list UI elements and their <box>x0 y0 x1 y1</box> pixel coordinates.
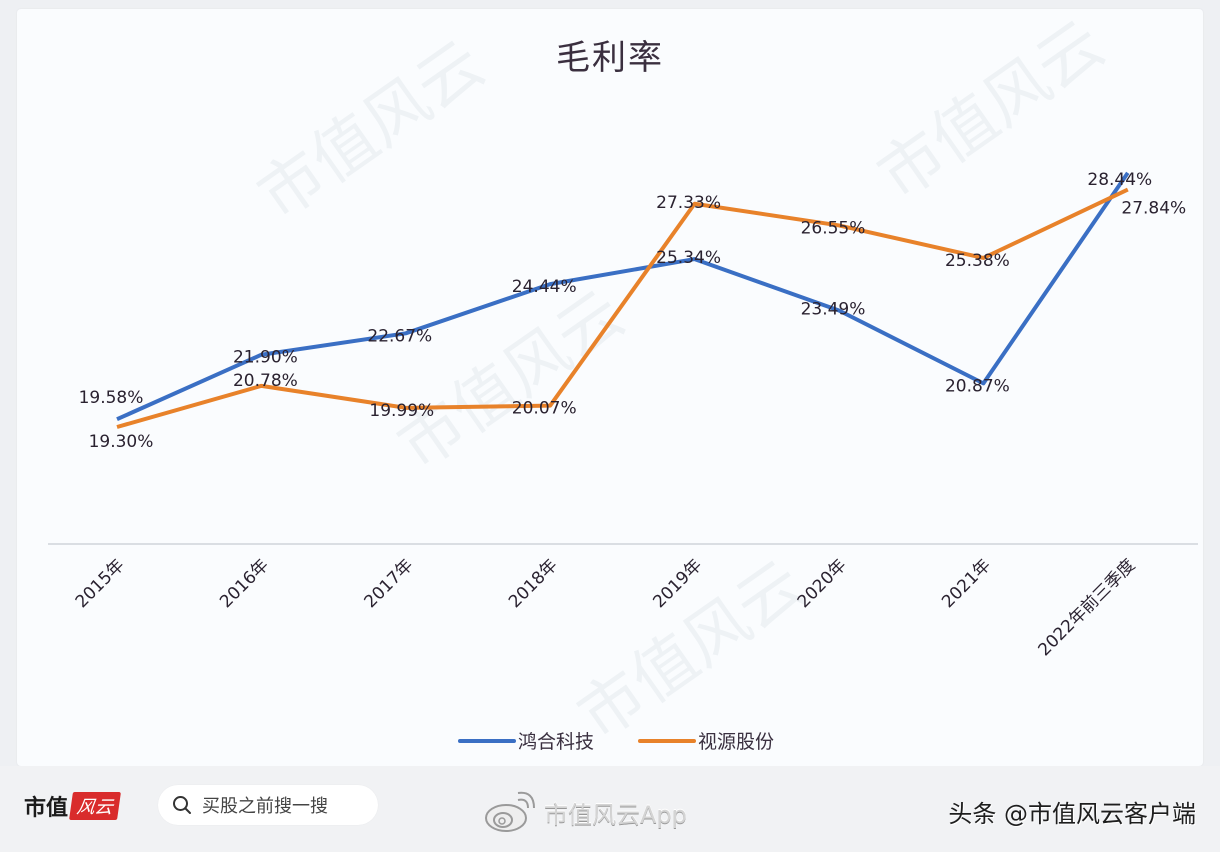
data-label: 25.34% <box>656 248 721 268</box>
chart-title: 毛利率 <box>556 38 664 78</box>
x-tick-label: 2022年前三季度 <box>1034 555 1139 660</box>
data-label: 19.30% <box>89 432 154 452</box>
search-box[interactable]: 买股之前搜一搜 <box>158 785 378 825</box>
data-label: 28.44% <box>1087 170 1152 190</box>
data-label: 20.87% <box>945 376 1010 396</box>
weibo-watermark: 市值风云App <box>482 790 687 834</box>
x-axis-ticks: 2015年 2016年 2017年 2018年 2019年 2020年 2021年 2022年… <box>72 555 1140 660</box>
data-label: 23.49% <box>801 300 866 320</box>
data-label: 22.67% <box>367 326 432 346</box>
data-label: 20.07% <box>512 399 577 419</box>
search-icon <box>173 796 191 814</box>
data-label: 24.44% <box>512 277 577 297</box>
toutiao-label: 头条 @市值风云客户端 <box>948 800 1196 828</box>
logo-badge: 风云 <box>69 792 121 820</box>
weibo-label: 市值风云App <box>544 800 687 829</box>
data-label: 26.55% <box>801 218 866 238</box>
brand-logo[interactable]: 市值 风云 <box>24 790 121 822</box>
data-label: 27.33% <box>656 193 721 213</box>
chart-card <box>17 9 1203 766</box>
data-labels: 19.58% 21.90% 22.67% 24.44% 25.34% 23.49% 20.8… <box>79 170 1187 452</box>
x-tick-label: 2019年 <box>649 555 706 612</box>
x-tick-label: 2020年 <box>794 555 851 612</box>
x-tick-label: 2021年 <box>938 555 995 612</box>
x-tick-label: 2018年 <box>505 555 562 612</box>
logo-text: 市值 <box>24 795 69 821</box>
x-tick-label: 2016年 <box>216 555 273 612</box>
series-line <box>116 171 1130 422</box>
data-label: 27.84% <box>1121 199 1186 219</box>
weibo-icon <box>485 791 535 832</box>
search-placeholder: 买股之前搜一搜 <box>202 796 328 817</box>
legend-label: 鸿合科技 <box>518 731 594 753</box>
series-layer <box>116 171 1130 429</box>
series-line <box>116 187 1129 429</box>
x-tick-label: 2017年 <box>361 555 418 612</box>
legend-label: 视源股份 <box>698 731 774 753</box>
x-tick-label: 2015年 <box>72 555 129 612</box>
data-label: 21.90% <box>233 348 298 368</box>
data-label: 20.78% <box>233 371 298 391</box>
legend: 鸿合科技 视源股份 <box>458 731 774 753</box>
data-label: 25.38% <box>945 251 1010 271</box>
data-label: 19.99% <box>369 401 434 421</box>
data-label: 19.58% <box>79 388 144 408</box>
